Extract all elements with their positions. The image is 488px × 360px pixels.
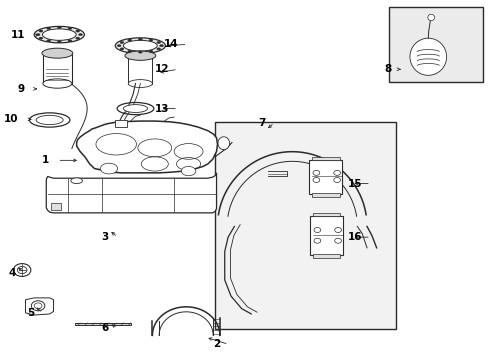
Ellipse shape xyxy=(312,177,319,183)
Ellipse shape xyxy=(157,48,161,50)
Ellipse shape xyxy=(159,45,163,47)
Bar xyxy=(312,254,340,257)
Ellipse shape xyxy=(76,30,80,32)
Ellipse shape xyxy=(128,80,152,87)
Ellipse shape xyxy=(123,105,147,112)
Ellipse shape xyxy=(149,39,153,41)
Ellipse shape xyxy=(334,228,341,233)
Ellipse shape xyxy=(34,303,42,309)
Ellipse shape xyxy=(68,40,72,42)
Ellipse shape xyxy=(14,264,31,276)
Ellipse shape xyxy=(76,37,80,39)
Ellipse shape xyxy=(127,39,131,41)
Bar xyxy=(311,157,339,160)
Ellipse shape xyxy=(312,170,319,175)
Bar xyxy=(115,120,127,127)
Text: 4: 4 xyxy=(8,268,16,278)
Polygon shape xyxy=(25,298,53,315)
Ellipse shape xyxy=(42,48,73,58)
Ellipse shape xyxy=(31,301,45,311)
Text: 12: 12 xyxy=(155,64,169,74)
Ellipse shape xyxy=(57,41,61,43)
Ellipse shape xyxy=(149,50,153,52)
Ellipse shape xyxy=(42,29,76,40)
Bar xyxy=(312,213,340,216)
Ellipse shape xyxy=(334,238,341,243)
Text: 7: 7 xyxy=(258,118,265,128)
Ellipse shape xyxy=(333,170,340,175)
Ellipse shape xyxy=(313,238,320,243)
Ellipse shape xyxy=(120,41,123,44)
Ellipse shape xyxy=(117,45,121,47)
Bar xyxy=(43,54,72,84)
Bar xyxy=(309,216,342,255)
Bar xyxy=(308,160,341,194)
Polygon shape xyxy=(51,203,61,210)
Text: 3: 3 xyxy=(102,232,109,242)
Ellipse shape xyxy=(124,51,156,60)
Ellipse shape xyxy=(138,51,142,53)
Text: 11: 11 xyxy=(11,30,25,40)
Ellipse shape xyxy=(333,177,340,183)
Polygon shape xyxy=(75,323,130,325)
Ellipse shape xyxy=(39,37,43,39)
Text: 10: 10 xyxy=(4,114,19,124)
Text: 9: 9 xyxy=(18,84,24,94)
Ellipse shape xyxy=(127,50,131,52)
Text: 1: 1 xyxy=(41,156,49,165)
Polygon shape xyxy=(46,173,216,213)
Ellipse shape xyxy=(36,33,40,36)
Ellipse shape xyxy=(71,178,82,184)
Text: 6: 6 xyxy=(102,323,109,333)
Ellipse shape xyxy=(427,14,434,21)
Ellipse shape xyxy=(39,30,43,32)
Bar xyxy=(215,122,395,329)
Ellipse shape xyxy=(79,33,82,36)
Ellipse shape xyxy=(47,40,51,42)
Text: 8: 8 xyxy=(383,64,390,74)
Ellipse shape xyxy=(36,115,63,125)
Bar xyxy=(311,193,339,197)
Text: 2: 2 xyxy=(212,339,220,349)
Ellipse shape xyxy=(181,166,195,176)
Text: 16: 16 xyxy=(347,232,362,242)
Ellipse shape xyxy=(17,266,27,274)
Ellipse shape xyxy=(100,163,118,174)
Ellipse shape xyxy=(68,27,72,30)
Text: 15: 15 xyxy=(347,179,362,189)
Polygon shape xyxy=(77,121,217,173)
Text: 13: 13 xyxy=(155,104,169,113)
Ellipse shape xyxy=(218,137,229,150)
Ellipse shape xyxy=(157,41,161,44)
Bar xyxy=(388,7,482,82)
Ellipse shape xyxy=(313,228,320,233)
Ellipse shape xyxy=(34,26,84,43)
Text: 5: 5 xyxy=(27,308,34,318)
Ellipse shape xyxy=(43,79,72,88)
Ellipse shape xyxy=(409,38,446,75)
Text: 14: 14 xyxy=(164,39,179,49)
Bar xyxy=(128,57,152,84)
Ellipse shape xyxy=(115,38,165,54)
Ellipse shape xyxy=(120,48,123,50)
Ellipse shape xyxy=(47,27,51,30)
Ellipse shape xyxy=(123,40,157,51)
Ellipse shape xyxy=(138,38,142,40)
Ellipse shape xyxy=(57,26,61,28)
